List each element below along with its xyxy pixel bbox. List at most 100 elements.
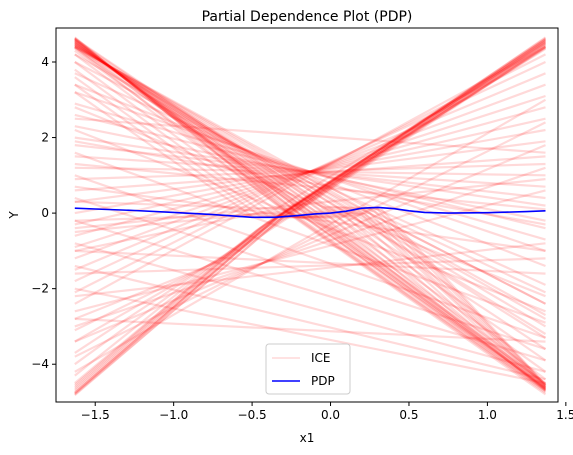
ice-line — [74, 117, 546, 154]
ice-line — [74, 45, 547, 320]
ice-line — [74, 68, 547, 392]
ice-line — [74, 42, 547, 234]
ice-line — [74, 155, 546, 192]
ice-line — [74, 43, 547, 354]
ice-line — [74, 41, 547, 381]
ice-line — [74, 166, 546, 177]
ice-line — [74, 47, 547, 386]
x-tick-label: 1.0 — [478, 408, 497, 422]
x-tick-label: −0.5 — [238, 408, 267, 422]
y-axis-label: Y — [7, 211, 21, 220]
ice-line — [74, 140, 546, 203]
ice-line — [74, 144, 546, 200]
ice-line — [74, 41, 547, 384]
ice-line — [74, 39, 547, 390]
ice-line — [74, 44, 547, 328]
ice-line — [74, 249, 546, 275]
ice-line — [74, 42, 547, 366]
ice-line — [74, 38, 547, 386]
ice-line — [74, 287, 546, 385]
ice-line — [74, 106, 546, 237]
ice-line — [74, 36, 547, 394]
ice-line — [74, 61, 547, 305]
legend-box — [265, 343, 351, 395]
ice-line — [74, 264, 546, 381]
ice-line — [74, 106, 546, 298]
ice-line — [74, 91, 546, 252]
ice-line — [74, 174, 546, 339]
ice-line — [74, 162, 546, 211]
x-tick-label: 0.5 — [399, 408, 418, 422]
ice-line — [74, 94, 546, 249]
legend-pdp-label: PDP — [311, 374, 335, 388]
ice-line — [74, 113, 546, 230]
pdp-line-group — [74, 206, 546, 219]
ice-line — [74, 166, 546, 328]
ice-line — [74, 40, 547, 388]
y-axis-ticks: 4 2 0 −2 −4 — [31, 55, 56, 371]
x-axis-ticks: −1.5 −1.0 −0.5 0.0 0.5 1.0 1.5 — [81, 402, 573, 422]
x-axis-label: x1 — [300, 431, 315, 445]
ice-line — [74, 38, 547, 222]
ice-line — [74, 140, 546, 226]
ice-line — [74, 46, 547, 396]
ice-line — [74, 83, 546, 260]
ice-line — [74, 136, 546, 207]
ice-line — [74, 39, 547, 389]
ice-line — [74, 128, 546, 215]
ice-line — [74, 38, 547, 392]
ice-line — [74, 41, 547, 377]
ice-line — [74, 38, 547, 391]
ice-line — [74, 242, 546, 373]
ice-line — [74, 189, 546, 313]
pdp-line — [74, 206, 546, 219]
ice-line — [74, 72, 546, 271]
ice-line — [74, 53, 547, 390]
ice-line — [74, 53, 547, 320]
ice-line — [74, 42, 547, 373]
y-tick-label: 0 — [41, 206, 49, 220]
x-tick-label: 0.0 — [321, 408, 340, 422]
ice-line — [74, 47, 547, 394]
ice-line — [74, 43, 547, 339]
ice-lines — [74, 36, 547, 397]
x-tick-label: −1.5 — [81, 408, 110, 422]
legend: ICE PDP — [265, 343, 351, 395]
chart-title: Partial Dependence Plot (PDP) — [202, 9, 413, 25]
ice-line — [74, 37, 547, 393]
y-tick-label: −2 — [31, 282, 49, 296]
ice-line — [74, 46, 547, 397]
ice-line — [74, 151, 546, 324]
ice-line — [74, 72, 546, 286]
ice-line — [74, 43, 547, 351]
ice-line — [74, 185, 546, 252]
y-tick-label: 4 — [41, 55, 49, 69]
ice-line — [74, 42, 547, 362]
ice-line — [74, 40, 547, 211]
ice-line — [74, 144, 546, 343]
ice-line — [74, 46, 547, 388]
ice-line — [74, 45, 547, 305]
x-tick-label: −1.0 — [159, 408, 188, 422]
ice-line — [74, 38, 547, 394]
ice-line — [74, 121, 546, 358]
ice-line — [74, 317, 546, 343]
ice-line — [74, 53, 546, 294]
ice-line — [74, 102, 546, 241]
ice-line — [74, 257, 546, 275]
plot-frame — [55, 27, 559, 403]
ice-line — [74, 76, 547, 391]
ice-line — [74, 45, 547, 335]
ice-line — [74, 45, 547, 252]
legend-ice-label: ICE — [311, 351, 331, 365]
ice-line — [74, 178, 546, 230]
y-tick-label: −4 — [31, 357, 49, 371]
ice-line — [74, 125, 546, 222]
y-tick-label: 2 — [41, 131, 49, 145]
ice-line — [74, 219, 546, 362]
ice-line — [74, 242, 546, 298]
ice-line — [74, 44, 547, 317]
ice-line — [74, 162, 546, 181]
ice-line — [74, 37, 547, 395]
